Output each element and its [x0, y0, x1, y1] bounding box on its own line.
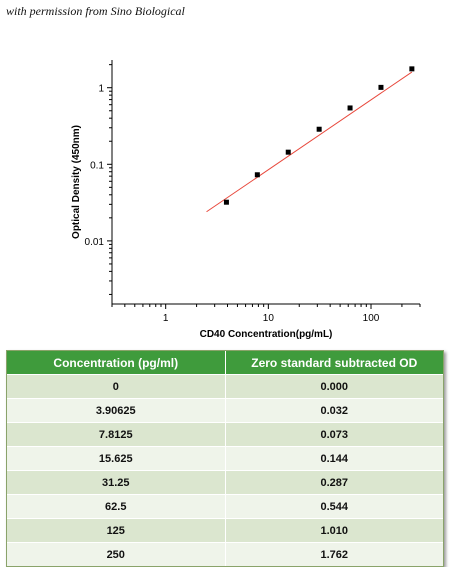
data-point [254, 172, 260, 178]
data-point [316, 126, 322, 132]
data-point [285, 149, 291, 155]
cell-concentration: 7.8125 [7, 422, 226, 447]
x-tick-label: 100 [363, 313, 380, 324]
y-tick-label: 1 [98, 84, 104, 95]
data-table: Concentration (pg/ml) Zero standard subt… [7, 351, 443, 566]
table-row: 125 1.010 [7, 518, 443, 543]
table-row: 62.5 0.544 [7, 494, 443, 519]
cell-concentration: 62.5 [7, 494, 226, 519]
data-point [378, 84, 384, 90]
data-table-wrapper: Concentration (pg/ml) Zero standard subt… [6, 350, 444, 567]
table-row: 31.25 0.287 [7, 470, 443, 495]
x-axis-title: CD40 Concentration(pg/mL) [200, 329, 333, 340]
cell-concentration: 15.625 [7, 446, 226, 471]
x-tick-label: 1 [163, 313, 169, 324]
table-header-row: Concentration (pg/ml) Zero standard subt… [7, 351, 443, 375]
y-axis-title: Optical Density (450nm) [71, 125, 82, 239]
table-row: 250 1.762 [7, 542, 443, 566]
cell-concentration: 250 [7, 542, 226, 566]
data-point [347, 105, 353, 111]
cell-od: 0.144 [225, 446, 443, 471]
cell-concentration: 31.25 [7, 470, 226, 495]
cell-od: 0.073 [225, 422, 443, 447]
standard-curve-chart: 1 10 100 0.01 0.1 1 CD40 Concentration(pg/mL) O… [71, 60, 421, 340]
y-tick-label: 0.01 [85, 237, 105, 248]
cell-od: 1.010 [225, 518, 443, 543]
cell-od: 0.287 [225, 470, 443, 495]
cell-od: 1.762 [225, 542, 443, 566]
cell-od: 0.000 [225, 374, 443, 399]
x-tick-label: 10 [263, 313, 275, 324]
cell-concentration: 0 [7, 374, 226, 399]
y-tick-label: 0.1 [90, 160, 104, 171]
data-point [223, 199, 229, 205]
credit-text: with permission from Sino Biological [6, 4, 185, 18]
header-concentration: Concentration (pg/ml) [7, 351, 226, 375]
data-point [409, 66, 415, 72]
cell-concentration: 125 [7, 518, 226, 543]
cell-od: 0.032 [225, 398, 443, 423]
cell-concentration: 3.90625 [7, 398, 226, 423]
table-row: 3.90625 0.032 [7, 398, 443, 423]
table-row: 15.625 0.144 [7, 446, 443, 471]
fit-line [206, 71, 413, 213]
table-row: 7.8125 0.073 [7, 422, 443, 447]
cell-od: 0.544 [225, 494, 443, 519]
table-row: 0 0.000 [7, 374, 443, 399]
header-od: Zero standard subtracted OD [225, 351, 443, 375]
